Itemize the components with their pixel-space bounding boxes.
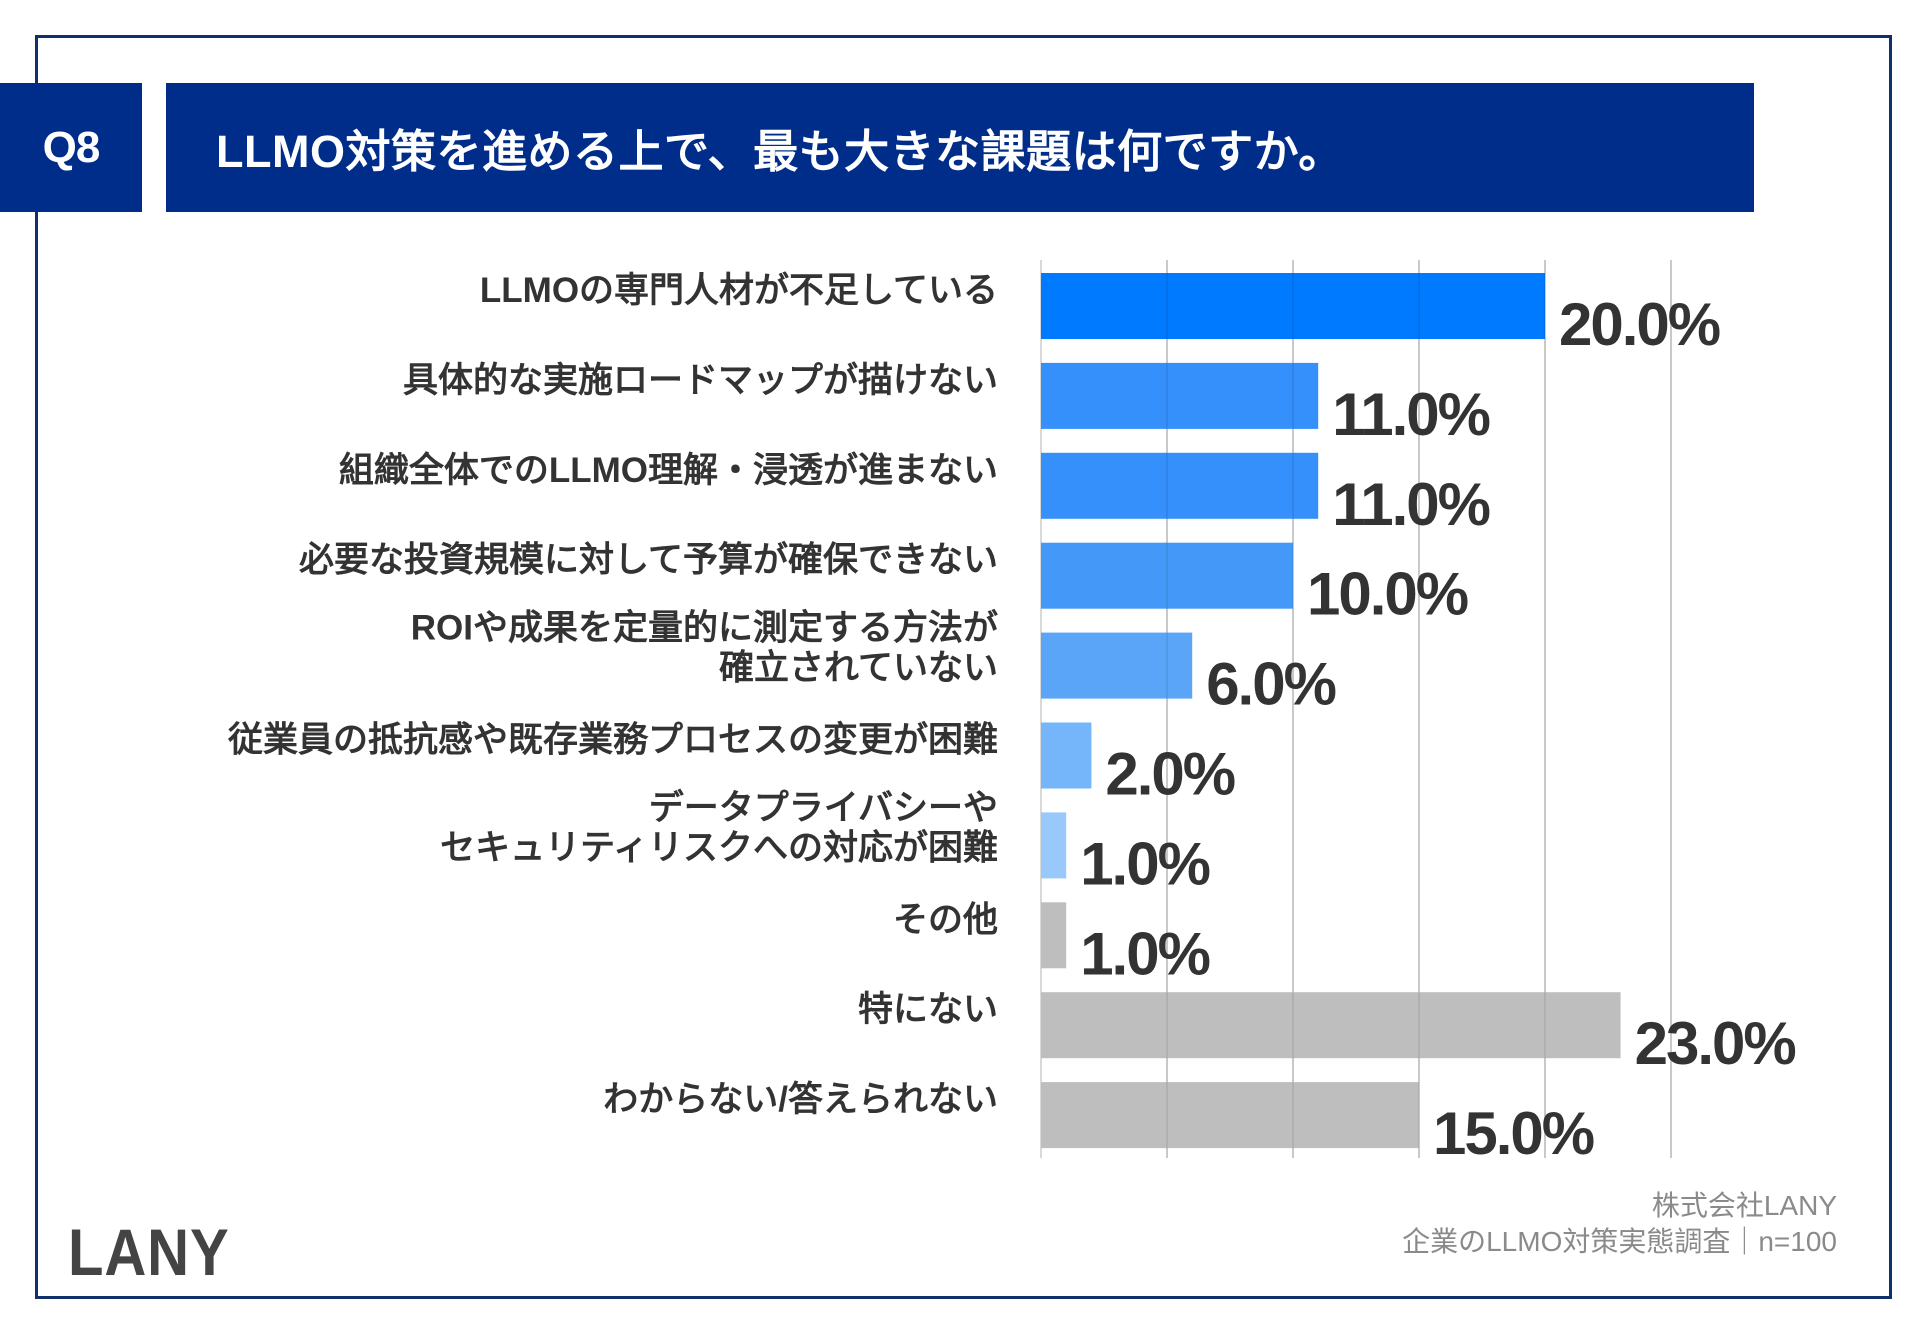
value-labels: 20.0% 11.0% 11.0% 10.0% 6.0% 2.0% 1.0% 1.0% 23.0…	[1080, 291, 1797, 1167]
title-bar: LLMO対策を進める上で、最も大きな課題は何ですか。	[166, 83, 1754, 212]
source-note: 株式会社LANY 企業のLLMO対策実態調査｜n=100	[1402, 1188, 1837, 1260]
bar-6	[1041, 722, 1092, 789]
category-label-line: 組織全体でのLLMO理解・浸透が進まない	[339, 450, 998, 490]
chart-title: LLMO対策を進める上で、最も大きな課題は何ですか。	[216, 126, 1344, 177]
chart-frame	[35, 35, 1892, 1299]
value-label-4: 10.0%	[1307, 561, 1468, 628]
category-label-line: 必要な投資規模に対して予算が確保できない	[299, 541, 998, 580]
category-label-line: 確立されていない	[719, 649, 998, 688]
category-label-line: データプライバシーや	[649, 787, 998, 827]
category-label-line: わからない/答えられない	[603, 1080, 998, 1119]
value-label-8: 1.0%	[1080, 920, 1209, 987]
bar-5	[1041, 632, 1193, 699]
category-label-line: ROIや成果を定量的に測定する方法が	[411, 609, 998, 648]
category-label-1: LLMOの専門人材が不足している	[480, 271, 998, 310]
category-label-line: LLMOの専門人材が不足している	[480, 271, 998, 310]
question-number-badge: Q8	[0, 83, 142, 212]
bar-9	[1041, 992, 1621, 1059]
category-label-8: その他	[893, 900, 998, 939]
value-label-2: 11.0%	[1332, 381, 1489, 448]
bars	[1041, 273, 1621, 1149]
value-label-5: 6.0%	[1206, 651, 1335, 718]
source-company: 株式会社LANY	[1651, 1190, 1837, 1221]
value-label-9: 23.0%	[1635, 1010, 1796, 1077]
value-label-3: 11.0%	[1332, 471, 1489, 538]
value-label-6: 2.0%	[1105, 741, 1234, 808]
source-survey: 企業のLLMO対策実態調査｜n=100	[1402, 1226, 1837, 1257]
bar-8	[1041, 902, 1067, 969]
gridlines-overlay	[1166, 260, 1672, 1158]
bar-1	[1041, 273, 1545, 339]
category-label-line: 従業員の抵抗感や既存業務プロセスの変更が困難	[227, 720, 998, 760]
bar-7	[1041, 812, 1067, 879]
category-label-5: ROIや成果を定量的に測定する方法が確立されていない	[411, 609, 998, 688]
category-label-3: 組織全体でのLLMO理解・浸透が進まない	[339, 450, 998, 490]
category-label-line: 特にない	[858, 990, 998, 1029]
category-label-4: 必要な投資規模に対して予算が確保できない	[299, 541, 998, 580]
value-label-10: 15.0%	[1433, 1100, 1594, 1167]
category-label-line: 具体的な実施ロードマップが描けない	[403, 361, 998, 400]
lany-logo: LANY	[68, 1215, 230, 1289]
category-label-10: わからない/答えられない	[603, 1080, 998, 1119]
category-labels: LLMOの専門人材が不足している具体的な実施ロードマップが描けない組織全体でのL…	[227, 271, 998, 1119]
value-label-7: 1.0%	[1080, 830, 1209, 897]
question-number: Q8	[42, 122, 101, 172]
bar-3	[1041, 452, 1319, 519]
bar-4	[1041, 542, 1293, 609]
category-label-6: 従業員の抵抗感や既存業務プロセスの変更が困難	[227, 720, 998, 760]
category-label-2: 具体的な実施ロードマップが描けない	[403, 361, 998, 400]
bar-2	[1041, 362, 1319, 429]
category-label-7: データプライバシーやセキュリティリスクへの対応が困難	[440, 787, 998, 867]
bar-10	[1041, 1082, 1419, 1149]
category-label-line: その他	[893, 900, 998, 939]
category-label-line: セキュリティリスクへの対応が困難	[440, 828, 998, 867]
value-label-1: 20.0%	[1559, 291, 1720, 358]
category-label-9: 特にない	[858, 990, 998, 1029]
